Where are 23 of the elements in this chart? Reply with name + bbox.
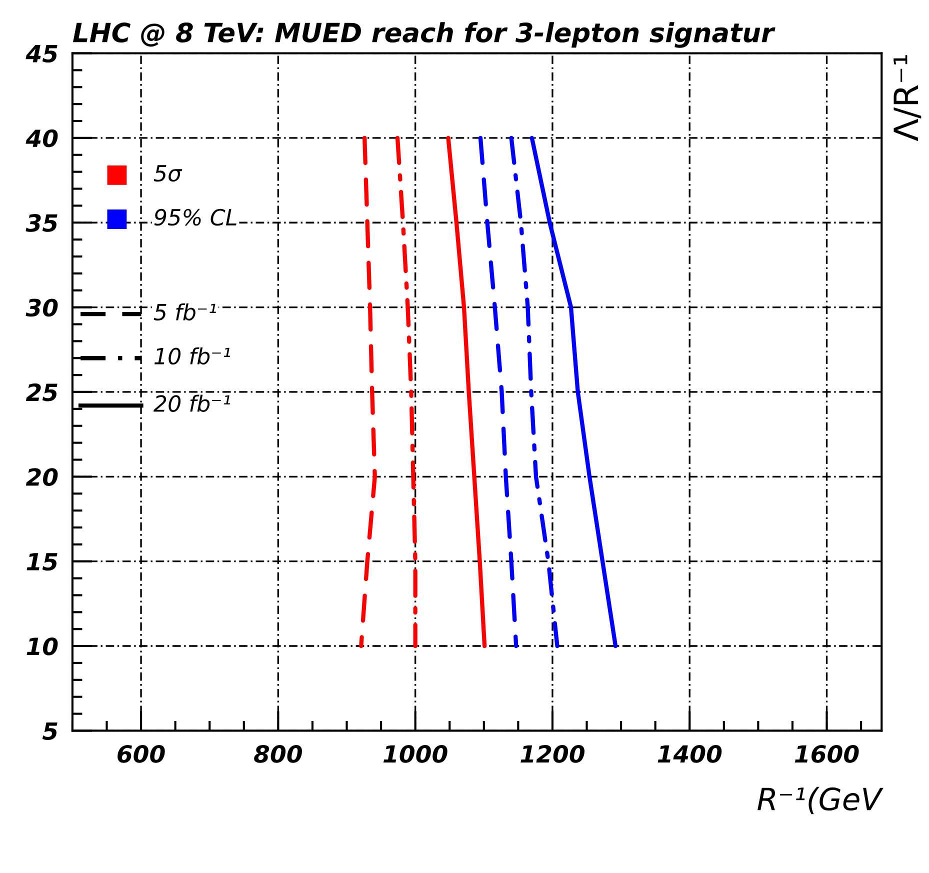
- annotation: 5 fb⁻¹: [154, 303, 216, 321]
- y-tick-label: 40: [26, 129, 58, 148]
- annotation: 95% CL: [154, 208, 236, 226]
- y-tick-label: 20: [26, 468, 58, 486]
- x-tick-label: 600: [118, 745, 165, 763]
- y-tick-label: 25: [26, 383, 58, 402]
- annotation: 5σ: [154, 165, 182, 182]
- y-tick-label: 10: [26, 637, 58, 656]
- annotation: 20 fb⁻¹: [153, 394, 230, 412]
- annotation: 10 fb⁻¹: [154, 347, 230, 365]
- y-tick-label: 35: [26, 214, 58, 232]
- chart-title: LHC @ 8 TeV: MUED reach for 3-lepton signatur: [73, 22, 776, 48]
- y-tick-label: 15: [26, 553, 58, 571]
- x-tick-label: 1600: [794, 745, 859, 763]
- y-tick-label: 5: [42, 722, 58, 740]
- x-tick-label: 1000: [383, 745, 448, 763]
- y-tick-label: 30: [26, 298, 58, 317]
- x-axis-title: R⁻¹(GeV: [758, 786, 884, 814]
- y-tick-label: 45: [26, 45, 58, 63]
- x-tick-label: 1400: [658, 745, 722, 763]
- x-tick-label: 800: [254, 745, 302, 763]
- y-axis-title: Λ/R⁻¹: [894, 55, 922, 142]
- x-tick-label: 1200: [520, 745, 584, 763]
